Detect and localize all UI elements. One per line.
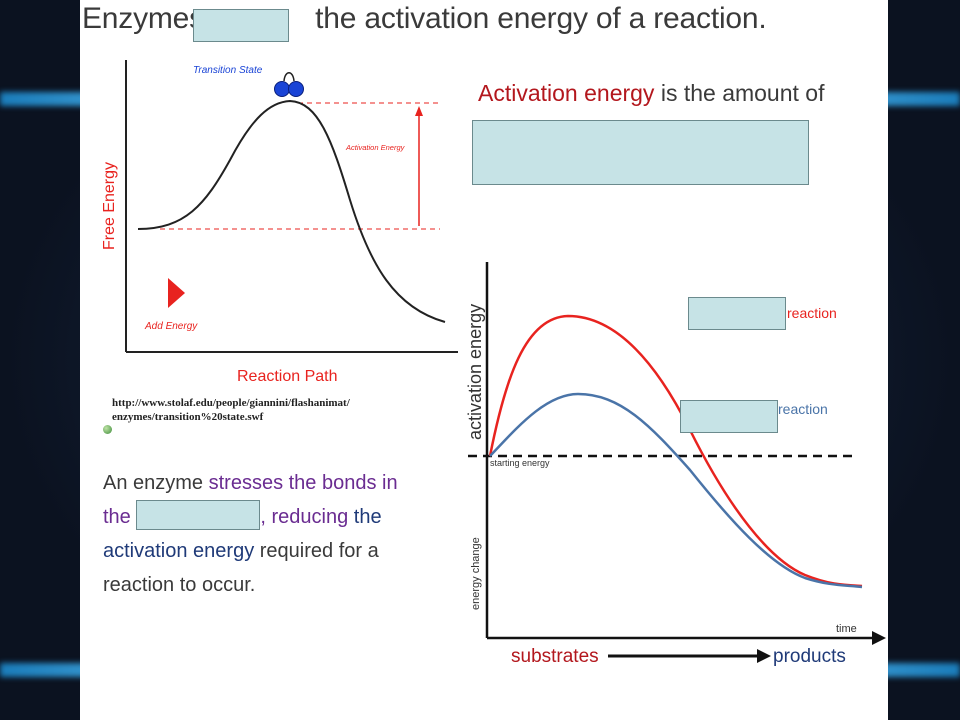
body-part-1: An enzyme bbox=[103, 472, 209, 494]
enzyme-explanation: An enzyme stresses the bonds in the , re… bbox=[103, 466, 423, 602]
credit-line-2: enzymes/transition%20state.swf bbox=[112, 411, 264, 423]
definition-highlight: Activation energy bbox=[478, 80, 655, 106]
title-part-2: the activation energy of a reaction. bbox=[315, 2, 767, 35]
slide bbox=[80, 0, 888, 720]
slide-title: Enzymes the activation energy of a react… bbox=[82, 2, 767, 36]
body-part-5: required for a reaction to occur. bbox=[103, 540, 379, 596]
body-blank-box bbox=[136, 500, 261, 530]
definition-blank-box bbox=[472, 120, 809, 185]
definition-text: Activation energy is the amount of bbox=[478, 80, 824, 107]
image-credit: http://www.stolaf.edu/people/giannini/fl… bbox=[112, 396, 402, 424]
globe-icon bbox=[103, 425, 112, 434]
body-part-4: the activation energy bbox=[103, 506, 382, 562]
title-blank-box bbox=[193, 9, 289, 42]
definition-rest: is the amount of bbox=[654, 80, 825, 106]
credit-line-1: http://www.stolaf.edu/people/giannini/fl… bbox=[112, 397, 350, 409]
body-part-2: stresses the bonds in the bbox=[103, 472, 398, 528]
lower-curve-blank-box bbox=[680, 400, 778, 433]
title-part-1: Enzymes bbox=[82, 2, 213, 35]
body-part-3: , reducing bbox=[260, 506, 349, 528]
upper-curve-blank-box bbox=[688, 297, 786, 330]
